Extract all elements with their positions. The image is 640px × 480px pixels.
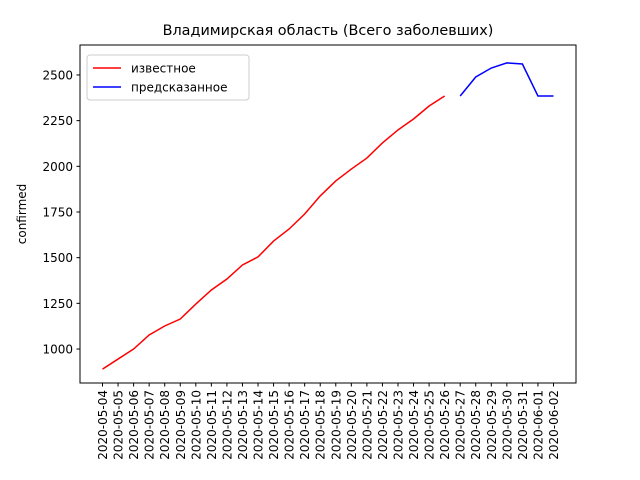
x-tick-label: 2020-05-29 xyxy=(485,390,499,460)
y-tick-label: 1000 xyxy=(42,343,73,357)
x-tick-label: 2020-05-20 xyxy=(345,390,359,460)
x-tick-label: 2020-05-13 xyxy=(236,390,250,460)
x-tick-label: 2020-05-06 xyxy=(127,390,141,460)
plot-frame xyxy=(79,44,577,384)
x-tick-label: 2020-05-26 xyxy=(438,390,452,460)
line-series xyxy=(102,95,446,370)
y-tick-label: 1250 xyxy=(42,297,73,311)
x-tick-label: 2020-05-12 xyxy=(220,390,234,460)
y-tick-label: 2000 xyxy=(42,160,73,174)
line-series xyxy=(459,62,554,97)
x-tick-label: 2020-05-16 xyxy=(283,390,297,460)
x-tick-label: 2020-05-04 xyxy=(96,390,110,460)
x-tick-label: 2020-05-09 xyxy=(174,390,188,460)
x-tick-label: 2020-05-28 xyxy=(469,390,483,460)
x-tick-label: 2020-05-23 xyxy=(391,390,405,460)
y-tick-label: 2500 xyxy=(42,68,73,82)
x-tick-label: 2020-05-24 xyxy=(407,390,421,460)
x-tick-label: 2020-06-01 xyxy=(531,390,545,460)
y-axis-label: confirmed xyxy=(15,184,29,245)
x-tick-label: 2020-05-27 xyxy=(454,390,468,460)
x-tick-label: 2020-05-31 xyxy=(516,390,530,460)
x-tick-label: 2020-05-30 xyxy=(500,390,514,460)
x-tick-label: 2020-05-25 xyxy=(423,390,437,460)
x-tick-label: 2020-05-10 xyxy=(189,390,203,460)
x-tick-label: 2020-05-21 xyxy=(360,390,374,460)
x-tick-label: 2020-06-02 xyxy=(547,390,561,460)
legend-box xyxy=(86,54,250,101)
legend-label: предсказанное xyxy=(131,81,228,95)
x-tick-label: 2020-05-15 xyxy=(267,390,281,460)
x-tick-label: 2020-05-05 xyxy=(112,390,126,460)
x-tick-label: 2020-05-17 xyxy=(298,390,312,460)
x-tick-label: 2020-05-18 xyxy=(314,390,328,460)
x-tick-label: 2020-05-22 xyxy=(376,390,390,460)
y-tick-label: 1750 xyxy=(42,205,73,219)
y-tick-label: 2250 xyxy=(42,114,73,128)
chart-title: Владимирская область (Всего заболевших) xyxy=(163,23,494,39)
x-tick-label: 2020-05-11 xyxy=(205,390,219,460)
x-tick-label: 2020-05-07 xyxy=(143,390,157,460)
x-tick-label: 2020-05-14 xyxy=(252,390,266,460)
y-tick-label: 1500 xyxy=(42,251,73,265)
legend-label: известное xyxy=(131,62,196,76)
x-tick-label: 2020-05-08 xyxy=(158,390,172,460)
x-tick-label: 2020-05-19 xyxy=(329,390,343,460)
legend: известное предсказанное xyxy=(86,54,250,101)
